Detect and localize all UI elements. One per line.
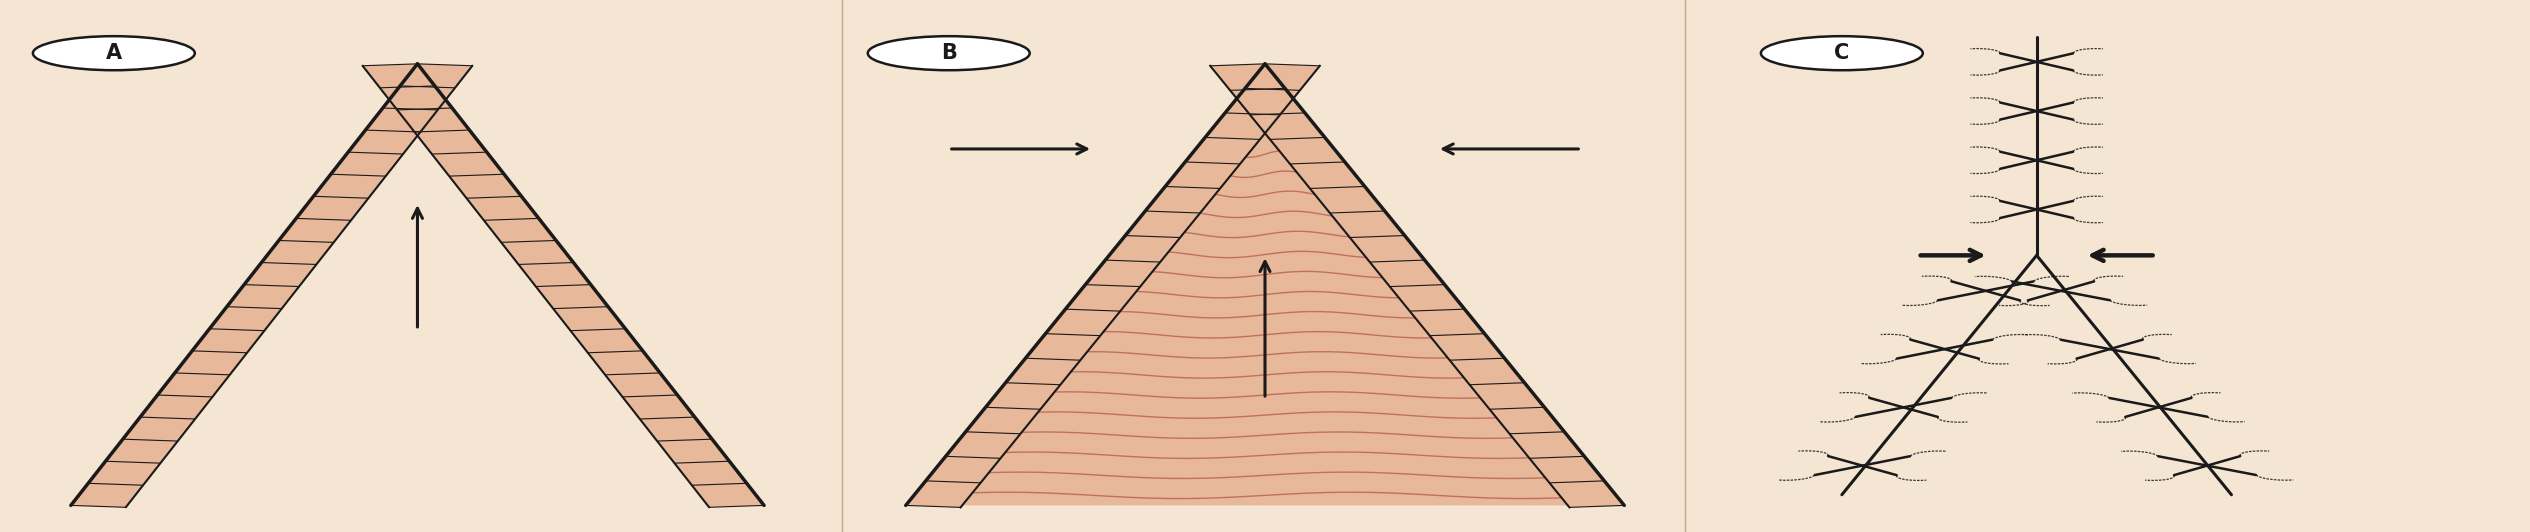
Text: B: B	[941, 43, 956, 63]
Circle shape	[1761, 36, 1923, 70]
Polygon shape	[362, 64, 764, 508]
Polygon shape	[906, 64, 1321, 508]
Polygon shape	[1209, 64, 1624, 508]
Polygon shape	[71, 64, 473, 508]
Polygon shape	[906, 64, 1624, 505]
Text: A: A	[106, 43, 121, 63]
Circle shape	[33, 36, 195, 70]
Text: C: C	[1834, 43, 1849, 63]
Circle shape	[868, 36, 1030, 70]
